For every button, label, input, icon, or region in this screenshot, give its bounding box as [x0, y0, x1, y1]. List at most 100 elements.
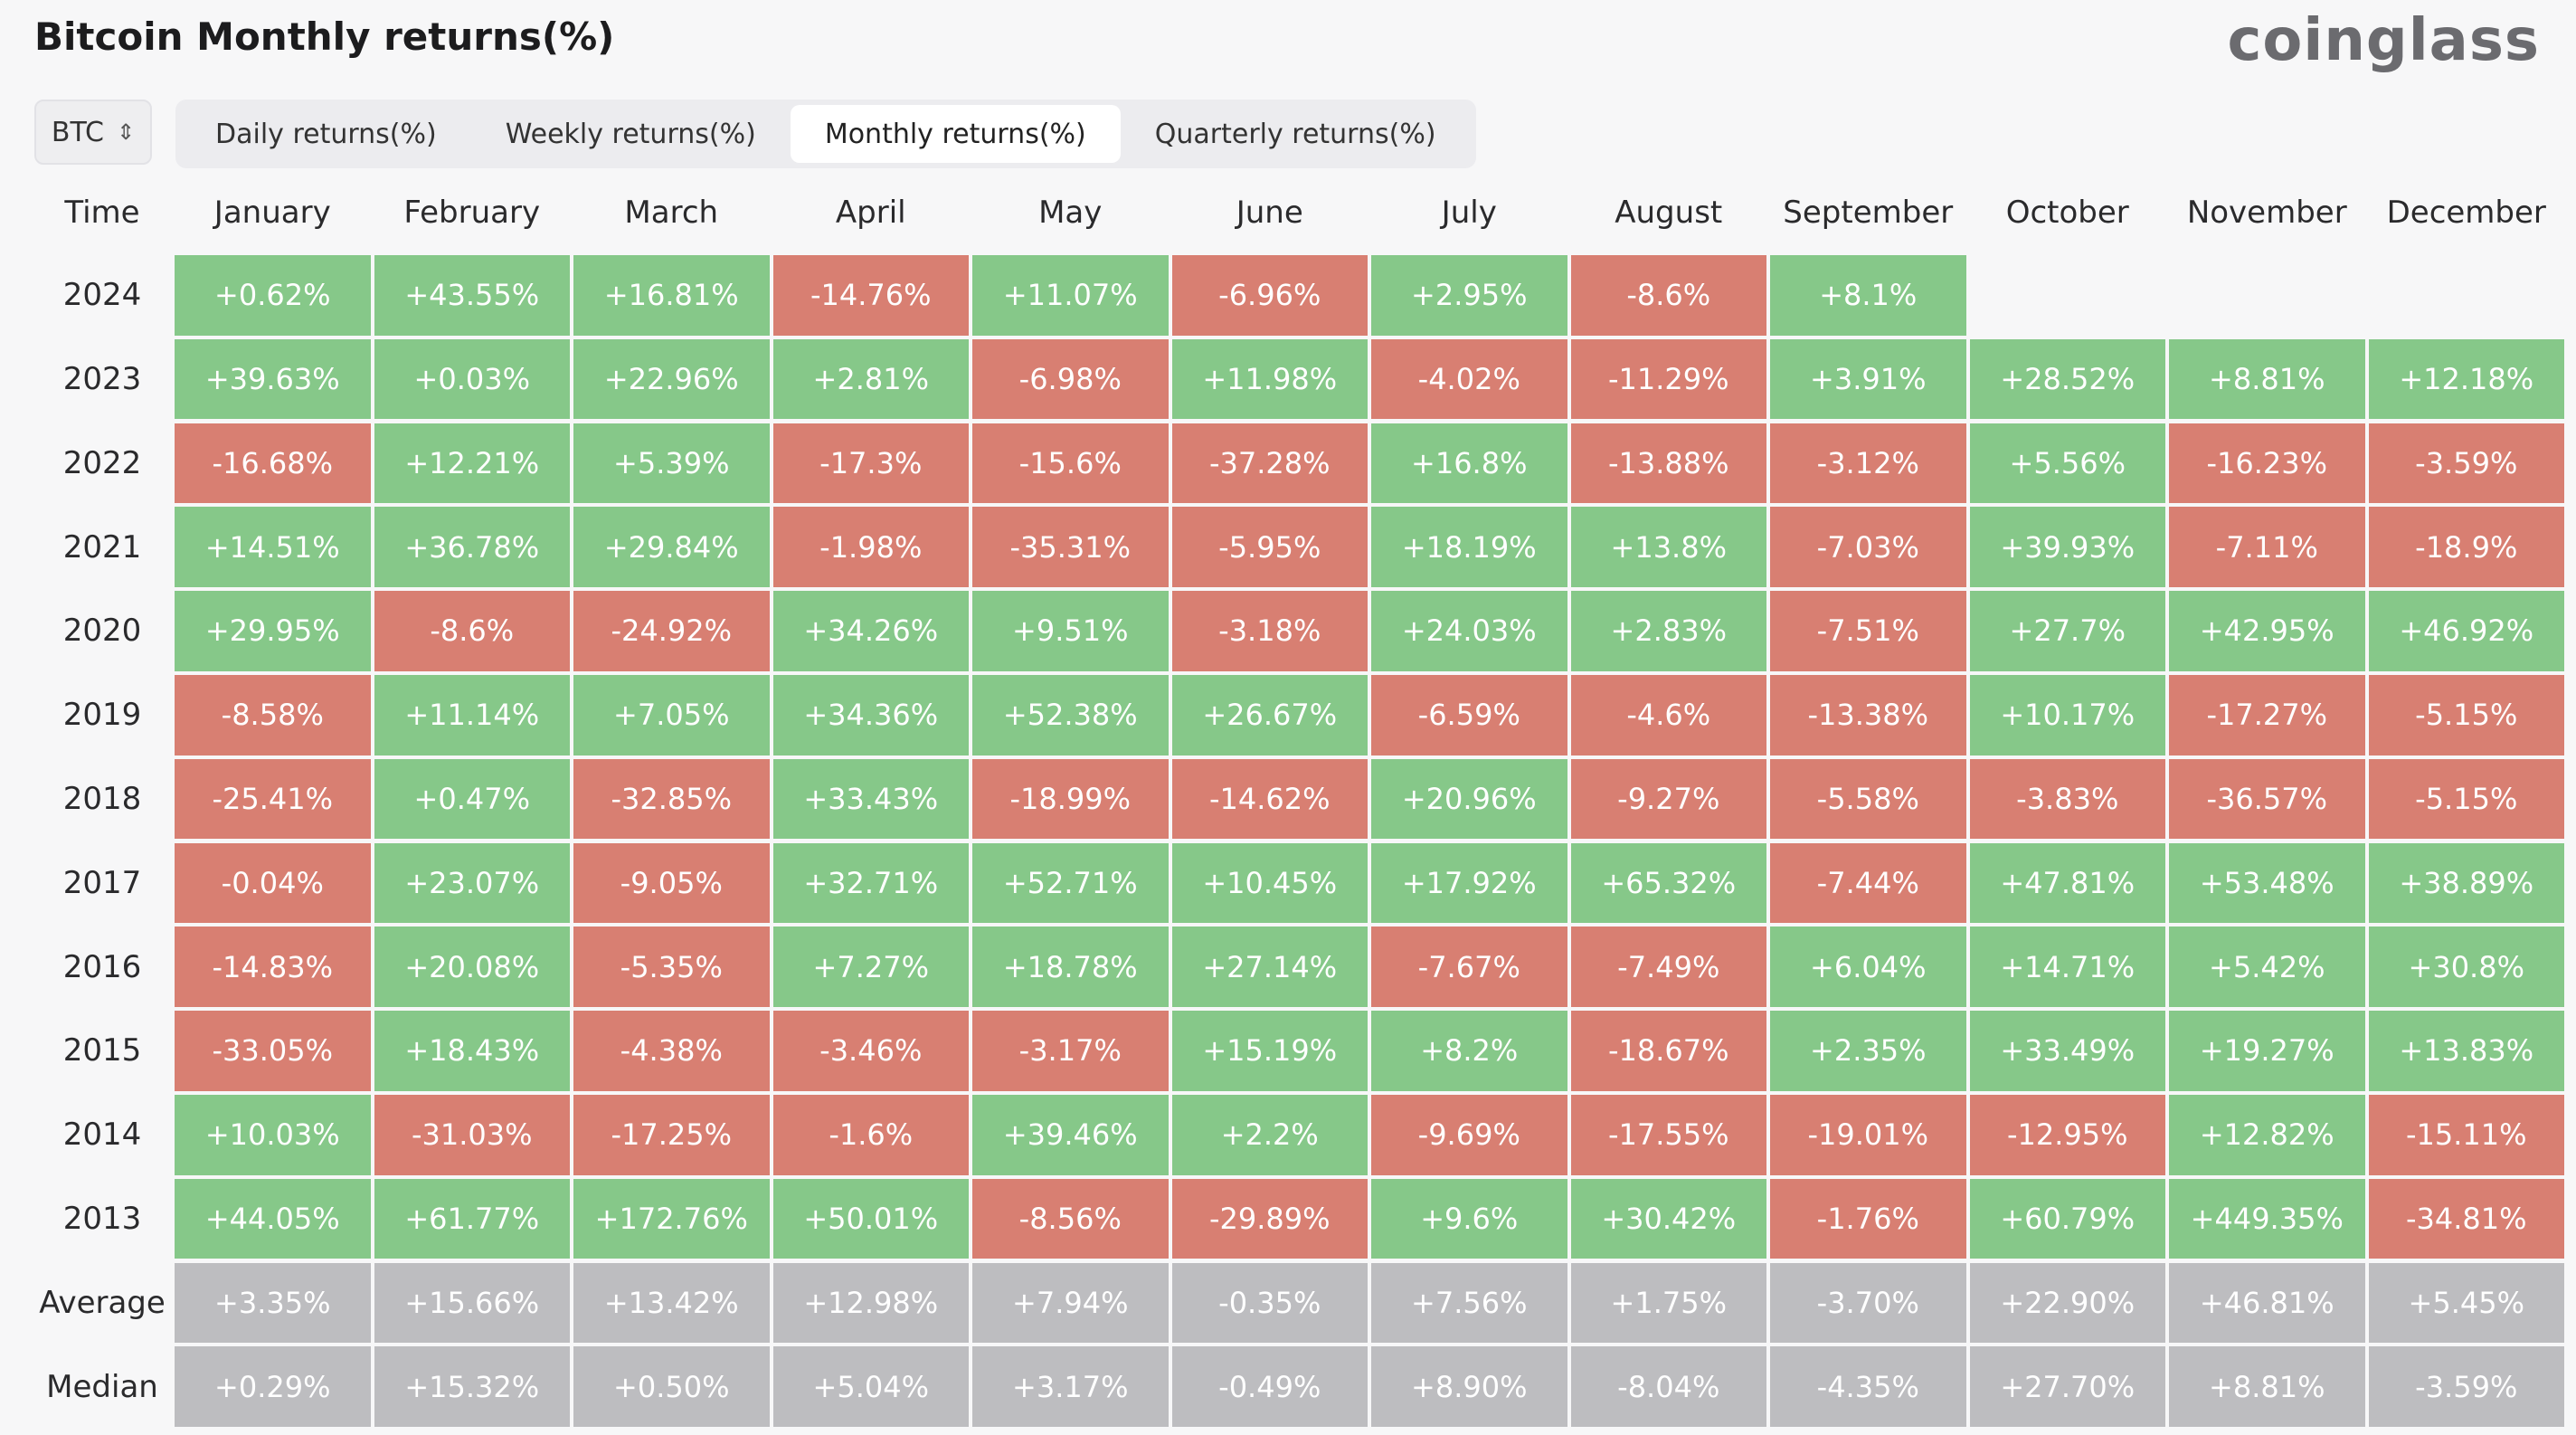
tab-weekly[interactable]: Weekly returns(%): [505, 118, 756, 150]
heatmap-cell: +20.96%: [1371, 758, 1567, 840]
heatmap-cell: -5.58%: [1770, 758, 1966, 840]
heatmap-cell: +23.07%: [374, 842, 570, 924]
heatmap-cell: -18.67%: [1570, 1011, 1766, 1091]
tab-monthly[interactable]: Monthly returns(%): [790, 105, 1121, 163]
heatmap-cell: -5.15%: [2368, 758, 2564, 840]
summary-cell: +15.66%: [374, 1262, 570, 1344]
row-header-label: Time: [64, 195, 140, 231]
heatmap-cell: +0.03%: [374, 338, 570, 420]
heatmap-cell: -13.88%: [1570, 423, 1766, 504]
summary-cell: +7.94%: [972, 1262, 1169, 1344]
heatmap-cell: -8.6%: [374, 591, 570, 671]
heatmap-cell: +8.1%: [1770, 255, 1966, 336]
heatmap-cell: -17.3%: [772, 423, 969, 504]
heatmap-cell: +7.05%: [573, 675, 770, 756]
heatmap-cell: -8.56%: [972, 1178, 1169, 1259]
heatmap-cell: -7.11%: [2169, 507, 2365, 587]
page-title: Bitcoin Monthly returns(%): [34, 14, 615, 59]
row-label-2023: 2023: [62, 361, 142, 398]
heatmap-cell: +17.92%: [1371, 842, 1567, 924]
heatmap-cell: +27.7%: [1969, 591, 2165, 671]
column-header-june: June: [1236, 195, 1303, 231]
heatmap-cell: -15.6%: [972, 423, 1169, 504]
heatmap-cell: -29.89%: [1171, 1178, 1368, 1259]
row-label-2021: 2021: [62, 528, 142, 565]
heatmap-cell: +6.04%: [1770, 927, 1966, 1007]
heatmap-cell: +5.39%: [573, 423, 770, 504]
heatmap-cell: +32.71%: [772, 842, 969, 924]
heatmap-cell: +10.45%: [1171, 842, 1368, 924]
heatmap-cell: -17.25%: [573, 1095, 770, 1175]
column-header-april: April: [835, 195, 906, 231]
heatmap-cell: -17.27%: [2169, 675, 2365, 756]
heatmap-cell: +61.77%: [374, 1178, 570, 1259]
column-header-february: February: [403, 195, 541, 231]
heatmap-cell: -3.59%: [2368, 423, 2564, 504]
asset-select[interactable]: BTC ⇕: [34, 100, 152, 165]
heatmap-cell: -32.85%: [573, 758, 770, 840]
heatmap-cell: +2.95%: [1371, 255, 1567, 336]
heatmap-cell: +5.42%: [2169, 927, 2365, 1007]
heatmap-cell: +50.01%: [772, 1178, 969, 1259]
summary-cell: +15.32%: [374, 1346, 570, 1427]
heatmap-cell: +65.32%: [1570, 842, 1766, 924]
column-header-july: July: [1441, 195, 1497, 231]
heatmap-cell: -16.68%: [175, 423, 371, 504]
heatmap-cell: +60.79%: [1969, 1178, 2165, 1259]
row-label-2013: 2013: [62, 1201, 142, 1238]
heatmap-cell: -3.83%: [1969, 758, 2165, 840]
heatmap-cell: +53.48%: [2169, 842, 2365, 924]
summary-cell: +8.90%: [1371, 1346, 1567, 1427]
column-header-may: May: [1038, 195, 1103, 231]
heatmap-cell: -6.96%: [1171, 255, 1368, 336]
row-label-2018: 2018: [62, 781, 142, 818]
heatmap-cell: +52.38%: [972, 675, 1169, 756]
heatmap-cell: +7.27%: [772, 927, 969, 1007]
heatmap-cell: +0.62%: [175, 255, 371, 336]
asset-select-value: BTC: [51, 116, 104, 148]
heatmap-cell: -9.69%: [1371, 1095, 1567, 1175]
heatmap-cell: +39.46%: [972, 1095, 1169, 1175]
heatmap-cell: +39.63%: [175, 338, 371, 420]
heatmap-cell: +3.91%: [1770, 338, 1966, 420]
heatmap-cell: +13.8%: [1570, 507, 1766, 587]
heatmap-cell: -5.35%: [573, 927, 770, 1007]
row-label-2015: 2015: [62, 1032, 142, 1069]
summary-cell: +27.70%: [1969, 1346, 2165, 1427]
heatmap-cell: -14.76%: [772, 255, 969, 336]
heatmap-cell: -8.58%: [175, 675, 371, 756]
heatmap-cell: -36.57%: [2169, 758, 2365, 840]
heatmap-cell: -7.49%: [1570, 927, 1766, 1007]
heatmap-cell: +20.08%: [374, 927, 570, 1007]
heatmap-cell: -15.11%: [2368, 1095, 2564, 1175]
heatmap-cell: -1.98%: [772, 507, 969, 587]
heatmap-cell: -34.81%: [2368, 1178, 2564, 1259]
summary-cell: +46.81%: [2169, 1262, 2365, 1344]
heatmap-cell: +33.49%: [1969, 1011, 2165, 1091]
heatmap-cell: -7.44%: [1770, 842, 1966, 924]
column-header-march: March: [624, 195, 719, 231]
heatmap-cell: +30.42%: [1570, 1178, 1766, 1259]
heatmap-cell: +11.07%: [972, 255, 1169, 336]
heatmap-cell: +9.6%: [1371, 1178, 1567, 1259]
row-label-2022: 2022: [62, 444, 142, 481]
heatmap-cell: -25.41%: [175, 758, 371, 840]
heatmap-cell: +14.71%: [1969, 927, 2165, 1007]
tab-quarterly[interactable]: Quarterly returns(%): [1154, 118, 1436, 150]
heatmap-cell: +27.14%: [1171, 927, 1368, 1007]
tab-daily[interactable]: Daily returns(%): [215, 118, 437, 150]
heatmap-cell: +10.03%: [175, 1095, 371, 1175]
heatmap-cell: +24.03%: [1371, 591, 1567, 671]
heatmap-cell: -17.55%: [1570, 1095, 1766, 1175]
heatmap-cell: +2.83%: [1570, 591, 1766, 671]
heatmap-cell: -7.03%: [1770, 507, 1966, 587]
column-header-november: November: [2186, 195, 2347, 231]
row-label-2017: 2017: [62, 864, 142, 901]
header: Bitcoin Monthly returns(%) coinglass: [34, 7, 2540, 74]
summary-cell: -3.59%: [2368, 1346, 2564, 1427]
heatmap-cell: +30.8%: [2368, 927, 2564, 1007]
heatmap-cell: +16.81%: [573, 255, 770, 336]
heatmap-cell: +12.18%: [2368, 338, 2564, 420]
summary-cell: +0.50%: [573, 1346, 770, 1427]
heatmap-cell: -33.05%: [175, 1011, 371, 1091]
